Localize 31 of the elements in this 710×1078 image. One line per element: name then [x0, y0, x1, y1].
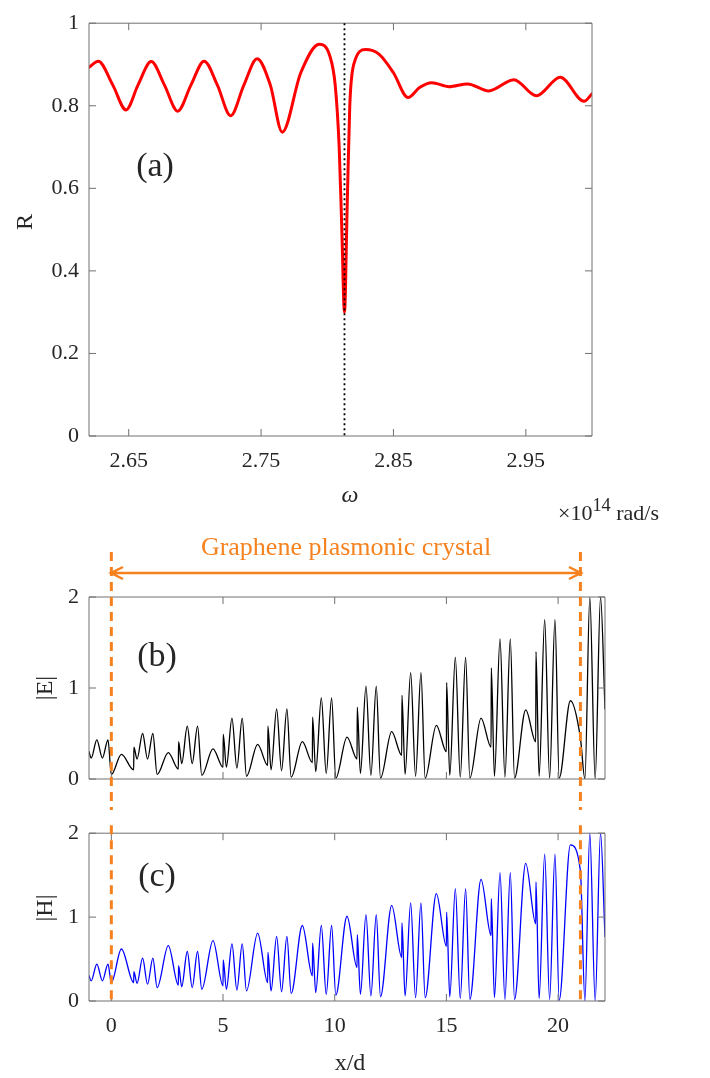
x-tick-label: 2.85 — [374, 446, 413, 472]
y-tick-label: 0.2 — [51, 339, 79, 365]
y-tick-label: 0 — [68, 986, 79, 1012]
x-tick-label: 20 — [547, 1011, 570, 1037]
annotation: (a) — [136, 146, 174, 184]
x-axis-title: x/d — [334, 1048, 366, 1076]
y-tick-label: 1 — [68, 902, 79, 928]
x-tick-label: 2.95 — [506, 446, 546, 472]
y-tick-label: 0 — [68, 421, 79, 447]
annotation: (c) — [138, 856, 176, 894]
y-tick-label: 2 — [68, 818, 79, 844]
x-tick-label: 2.65 — [109, 446, 148, 472]
x-tick-label: 5 — [217, 1011, 229, 1037]
y-tick-label: 1 — [68, 8, 79, 34]
x-tick-label: 0 — [105, 1011, 117, 1037]
y-tick-label: 0.4 — [51, 256, 79, 282]
text: ×10$^{14}$ rad/s — [558, 495, 660, 525]
y-tick-label: 0.8 — [51, 91, 79, 117]
y-axis-title: |E| — [30, 675, 58, 701]
y-axis-title: |H| — [30, 894, 58, 922]
y-tick-label: 0 — [68, 764, 79, 790]
x-tick-label: 2.75 — [241, 446, 281, 472]
y-tick-label: 1 — [68, 673, 79, 699]
y-tick-label: 0.6 — [51, 174, 79, 200]
y-axis-title: R — [10, 213, 38, 231]
annotation: (b) — [137, 636, 177, 674]
x-tick-label: 15 — [435, 1011, 458, 1037]
x-tick-label: 10 — [323, 1011, 346, 1037]
y-tick-label: 2 — [68, 582, 79, 608]
text: Graphene plasmonic crystal — [200, 531, 492, 562]
x-axis-title: ω — [341, 480, 359, 508]
